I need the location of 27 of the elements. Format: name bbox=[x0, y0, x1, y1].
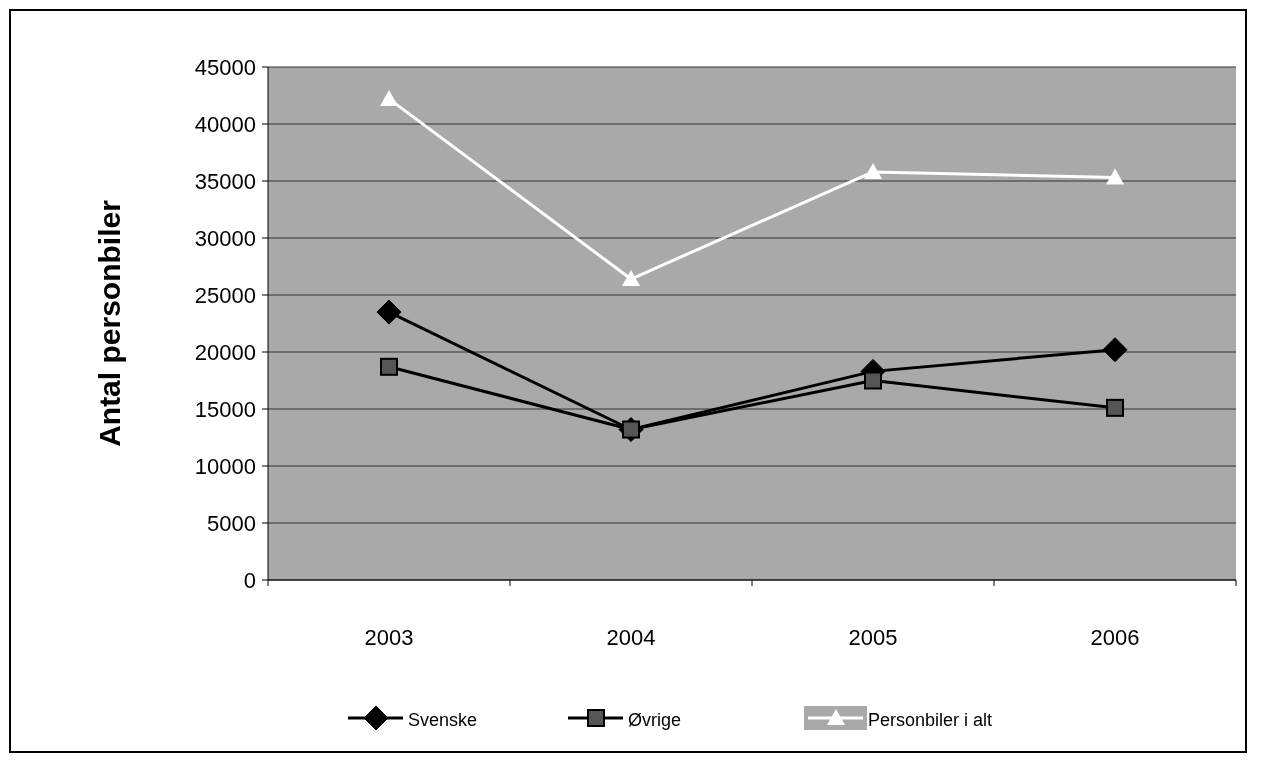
y-tick-label: 40000 bbox=[194, 111, 256, 137]
point bbox=[380, 89, 398, 106]
legend-label: Svenske bbox=[408, 710, 478, 730]
x-tick-label: 2003 bbox=[364, 625, 414, 650]
point bbox=[864, 162, 882, 179]
legend-label: Personbiler i alt bbox=[868, 710, 993, 730]
y-tick-label: 35000 bbox=[194, 168, 256, 194]
y-tick-label: 45000 bbox=[194, 54, 256, 80]
point bbox=[1106, 398, 1124, 417]
point bbox=[864, 371, 882, 390]
point bbox=[376, 299, 402, 325]
y-tick-label: 20000 bbox=[194, 339, 256, 365]
point bbox=[380, 357, 398, 376]
x-tick-label: 2006 bbox=[1090, 625, 1140, 650]
y-axis-title: Antal personbiler bbox=[93, 199, 126, 447]
y-tick-label: 15000 bbox=[194, 396, 256, 422]
y-tick-label: 0 bbox=[243, 567, 256, 593]
point bbox=[1102, 337, 1128, 363]
point bbox=[622, 270, 640, 287]
point bbox=[1106, 168, 1124, 185]
legend-label: Øvrige bbox=[628, 710, 682, 730]
y-tick-label: 25000 bbox=[194, 282, 256, 308]
y-tick-label: 30000 bbox=[194, 225, 256, 251]
y-tick-label: 10000 bbox=[194, 453, 256, 479]
x-tick-label: 2004 bbox=[606, 625, 656, 650]
y-tick-label: 5000 bbox=[207, 510, 256, 536]
x-tick-label: 2005 bbox=[848, 625, 898, 650]
